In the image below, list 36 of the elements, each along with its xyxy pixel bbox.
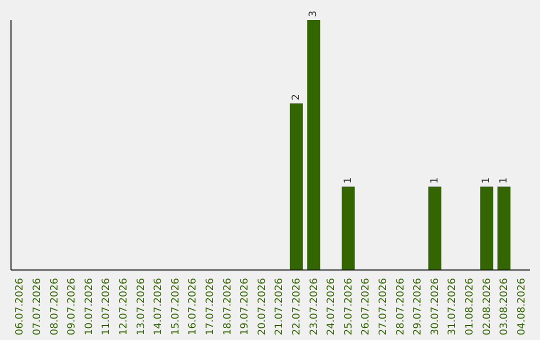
data-label: 1 (429, 177, 440, 184)
x-tick-label: 15.07.2026 (170, 278, 182, 336)
x-tick-label: 27.07.2026 (378, 278, 390, 336)
x-tick-label: 09.07.2026 (66, 278, 78, 336)
x-tick-label: 11.07.2026 (101, 278, 112, 336)
x-tick-label: 22.07.2026 (292, 278, 303, 336)
x-tick-label: 31.07.2026 (447, 278, 458, 336)
data-label: 3 (308, 10, 320, 17)
x-tick-label: 29.07.2026 (412, 278, 424, 336)
x-tick-label: 10.07.2026 (84, 278, 95, 336)
x-tick-label: 23.07.2026 (308, 278, 320, 336)
x-tick-label: 16.07.2026 (188, 278, 199, 336)
x-tick-label: 02.08.2026 (482, 278, 493, 336)
x-tick-label: 24.07.2026 (326, 278, 338, 336)
x-tick-label: 30.07.2026 (430, 278, 441, 336)
x-tick-label: 19.07.2026 (240, 278, 251, 336)
x-tick-label: 12.07.2026 (118, 278, 130, 336)
x-tick-label: 07.07.2026 (32, 278, 44, 336)
data-label: 1 (481, 177, 492, 184)
x-tick-label: 06.07.2026 (14, 278, 26, 336)
data-label: 2 (290, 94, 302, 100)
x-tick-label: 14.07.2026 (153, 278, 164, 336)
x-tick-label: 04.08.2026 (516, 278, 528, 336)
data-label: 1 (342, 177, 354, 184)
x-tick-label: 18.07.2026 (222, 278, 234, 336)
x-tick-label: 08.07.2026 (49, 278, 60, 336)
x-tick-label: 26.07.2026 (360, 278, 372, 336)
x-tick-label: 03.08.2026 (499, 278, 510, 336)
x-tick-label: 01.08.2026 (464, 278, 476, 336)
x-tick-label: 17.07.2026 (205, 278, 216, 336)
x-tick-label: 28.07.2026 (395, 278, 406, 336)
data-label: 1 (498, 177, 510, 184)
x-tick-label: 21.07.2026 (274, 278, 286, 336)
x-tick-label: 25.07.2026 (343, 278, 354, 336)
x-tick-label: 20.07.2026 (256, 278, 268, 336)
x-tick-label: 13.07.2026 (136, 278, 147, 336)
